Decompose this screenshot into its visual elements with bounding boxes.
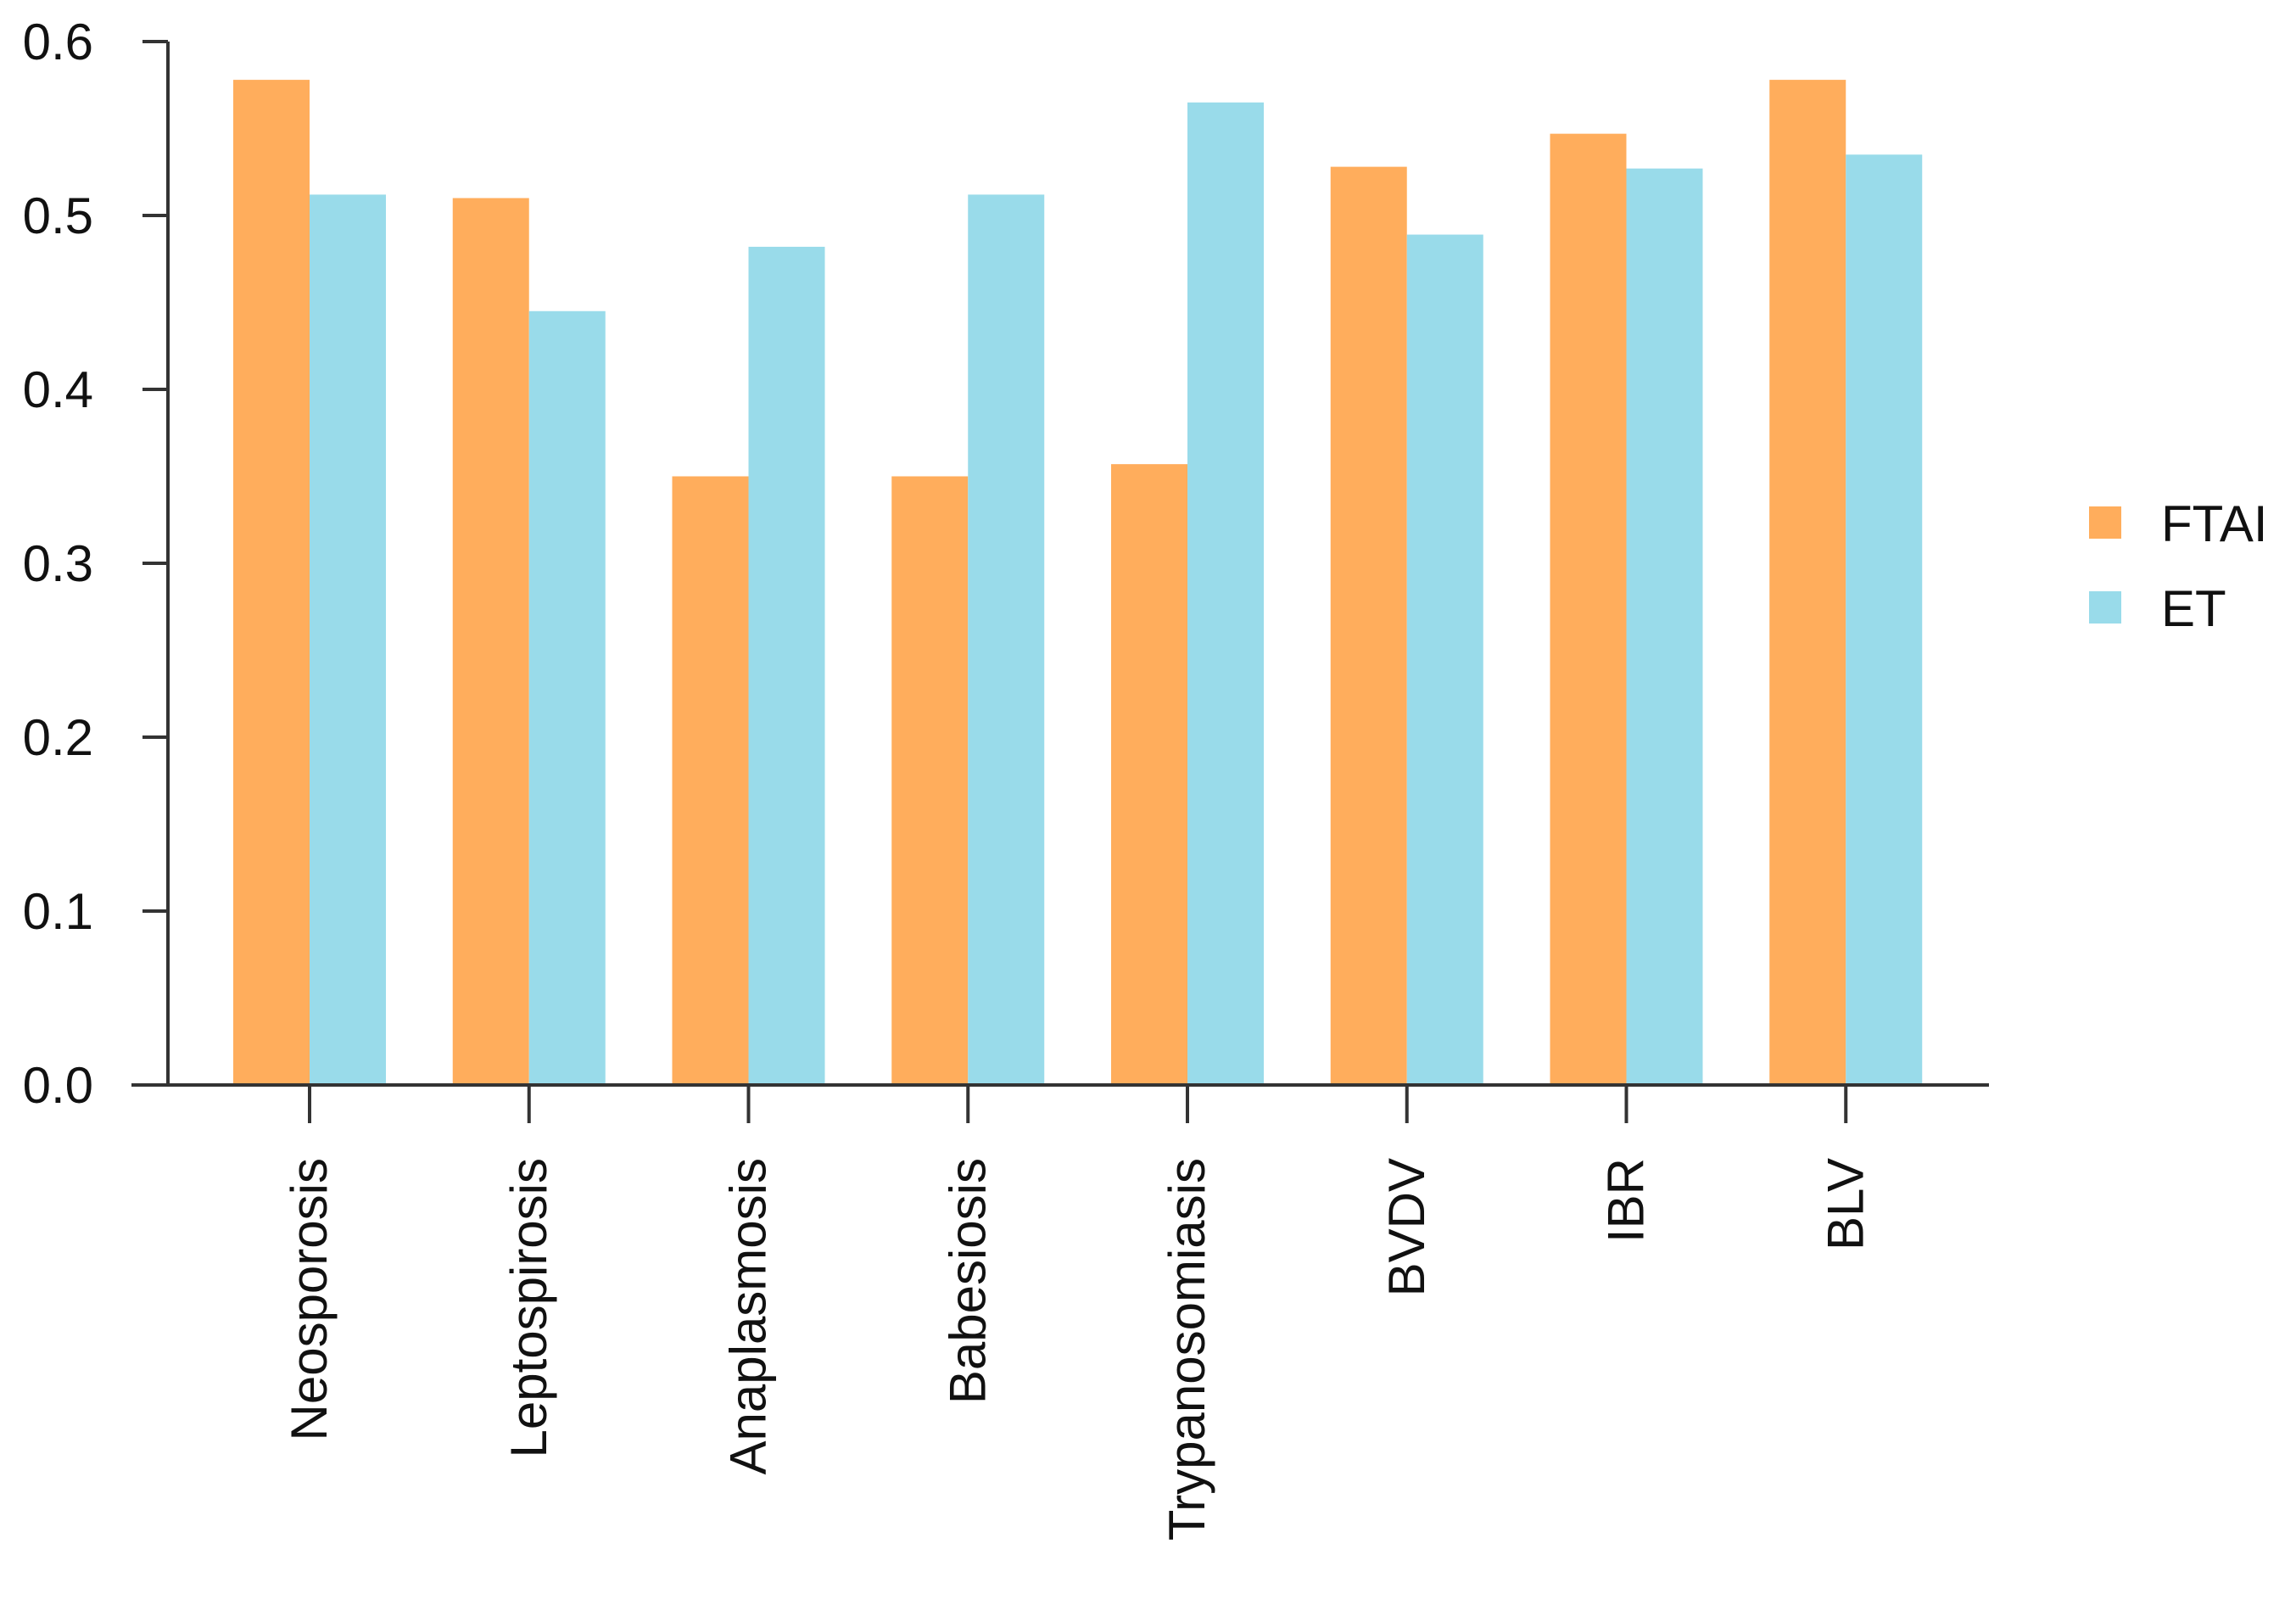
bar-et-bvdv <box>1406 234 1483 1085</box>
y-axis: 0.0 0.1 0.2 0.3 0.4 0.5 0.6 <box>23 14 170 1114</box>
legend-swatch-ftai <box>2089 506 2121 539</box>
legend-swatch-et <box>2089 591 2121 624</box>
legend-label-ftai: FTAI <box>2161 495 2268 552</box>
bar-ftai-bvdv <box>1330 166 1407 1086</box>
x-category-label: Anaplasmosis <box>720 1158 777 1475</box>
bar-et-anaplasmosis <box>748 246 825 1085</box>
bar-et-trypanosomiasis <box>1187 102 1264 1085</box>
x-category-label: Trypanosomiasis <box>1159 1158 1215 1541</box>
bar-et-neosporosis <box>310 194 386 1085</box>
x-category-label: BVDV <box>1378 1158 1435 1296</box>
x-category-label: IBR <box>1598 1158 1655 1243</box>
bar-ftai-trypanosomiasis <box>1111 464 1187 1085</box>
bar-et-blv <box>1846 154 1923 1085</box>
x-category-label: Babesiosis <box>939 1158 996 1404</box>
x-axis: Neosporosis Leptospirosis Anaplasmosis Babe… <box>131 1083 1989 1541</box>
y-tick-label: 0.4 <box>23 361 93 418</box>
legend-label-et: ET <box>2161 580 2226 637</box>
x-category-label: Neosporosis <box>281 1158 338 1441</box>
y-tick-label: 0.5 <box>23 187 93 244</box>
bar-ftai-ibr <box>1550 133 1627 1085</box>
bar-ftai-blv <box>1769 80 1846 1086</box>
bar-ftai-babesiosis <box>891 476 969 1085</box>
bar-ftai-neosporosis <box>233 80 310 1086</box>
y-tick-label: 0.2 <box>23 709 93 766</box>
legend: FTAI ET <box>2089 495 2268 637</box>
y-tick-label: 0.1 <box>23 883 93 940</box>
y-tick-label: 0.0 <box>23 1057 93 1114</box>
bar-et-leptospirosis <box>528 310 606 1085</box>
x-category-label: BLV <box>1817 1158 1874 1250</box>
y-tick-label: 0.3 <box>23 535 93 592</box>
x-category-label: Leptospirosis <box>500 1158 557 1458</box>
bar-ftai-anaplasmosis <box>672 476 749 1085</box>
bars-group <box>233 80 1923 1086</box>
bar-et-babesiosis <box>968 194 1045 1085</box>
bar-ftai-leptospirosis <box>452 198 529 1085</box>
y-tick-label: 0.6 <box>23 14 93 70</box>
bar-et-ibr <box>1626 168 1703 1085</box>
